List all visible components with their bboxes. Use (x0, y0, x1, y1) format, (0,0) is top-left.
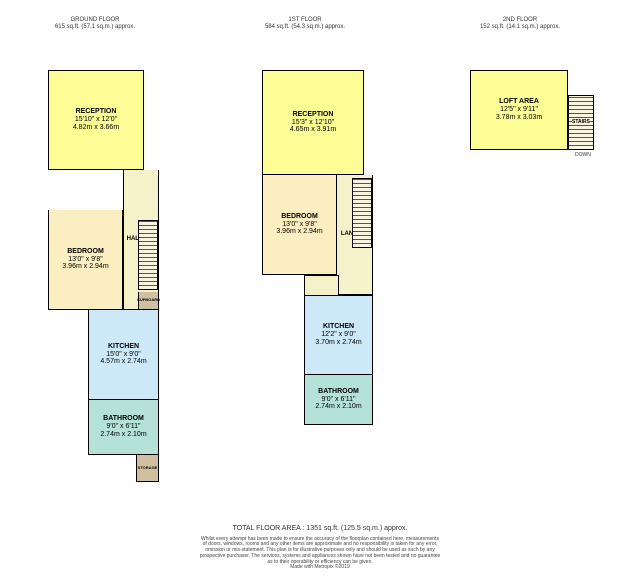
ground-bathroom-imp: 9'0" x 6'11" (107, 423, 141, 431)
ground-bedroom: BEDROOM 13'0" x 9'8" 3.96m x 2.94m (48, 210, 123, 310)
ground-bedroom-imp: 13'0" x 9'8" (68, 256, 103, 264)
first-bedroom: BEDROOM 13'0" x 9'8" 3.96m x 2.94m (262, 175, 337, 275)
first-reception-name: RECEPTION (293, 111, 334, 119)
ground-kitchen: KITCHEN 15'0" x 9'0" 4.57m x 2.74m (88, 310, 159, 400)
header-second: 2ND FLOOR 152 sq.ft. (14.1 sq.m.) approx… (465, 17, 575, 31)
ground-reception-met: 4.82m x 3.66m (73, 124, 119, 132)
ground-kitchen-name: KITCHEN (108, 343, 139, 351)
second-loft-met: 3.78m x 3.03m (496, 114, 542, 122)
ground-bathroom-met: 2.74m x 2.10m (100, 431, 146, 439)
second-down-label: DOWN (575, 152, 591, 158)
first-kitchen-met: 3.70m x 2.74m (315, 339, 361, 347)
header-first: 1ST FLOOR 584 sq.ft. (54.3 sq.m.) approx… (250, 17, 360, 31)
header-first-area: 584 sq.ft. (54.3 sq.m.) approx. (250, 24, 360, 31)
header-second-title: 2ND FLOOR (465, 17, 575, 24)
ground-kitchen-met: 4.57m x 2.74m (100, 358, 146, 366)
second-stairs-name: STAIRS (572, 120, 590, 126)
first-stairs (352, 178, 372, 248)
ground-stairs (138, 220, 158, 290)
first-corridor (304, 275, 339, 295)
ground-reception: RECEPTION 15'10" x 12'0" 4.82m x 3.66m (48, 70, 144, 170)
first-kitchen-name: KITCHEN (323, 323, 354, 331)
ground-cupboard: CUPBOARD (138, 292, 159, 310)
ground-cupboard-name: CUPBOARD (137, 298, 160, 302)
header-ground-area: 615 sq.ft. (57.1 sq.m.) approx. (40, 24, 150, 31)
ground-bathroom-name: BATHROOM (103, 415, 144, 423)
header-ground-title: GROUND FLOOR (40, 17, 150, 24)
first-bathroom-met: 2.74m x 2.10m (315, 403, 361, 411)
first-reception-imp: 15'3" x 12'10" (292, 119, 334, 127)
second-loft-imp: 12'5" x 9'11" (500, 106, 538, 114)
ground-kitchen-imp: 15'0" x 9'0" (106, 351, 141, 359)
ground-bathroom: BATHROOM 9'0" x 6'11" 2.74m x 2.10m (88, 400, 159, 455)
first-bedroom-name: BEDROOM (281, 213, 318, 221)
first-bathroom-imp: 9'0" x 6'11" (322, 396, 356, 404)
second-stairs: STAIRS (568, 95, 594, 150)
ground-bedroom-met: 3.96m x 2.94m (62, 263, 108, 271)
ground-storage-name: STORAGE (138, 466, 158, 470)
second-loft-name: LOFT AREA (499, 98, 539, 106)
first-reception: RECEPTION 15'3" x 12'10" 4.65m x 3.91m (262, 70, 364, 175)
ground-reception-imp: 15'10" x 12'0" (75, 116, 117, 124)
first-kitchen: KITCHEN 12'2" x 9'0" 3.70m x 2.74m (304, 295, 373, 375)
header-second-area: 152 sq.ft. (14.1 sq.m.) approx. (465, 24, 575, 31)
first-bedroom-met: 3.96m x 2.94m (276, 228, 322, 236)
ground-bedroom-name: BEDROOM (67, 248, 104, 256)
first-bedroom-imp: 13'0" x 9'8" (282, 221, 317, 229)
header-first-title: 1ST FLOOR (250, 17, 360, 24)
footer-block: TOTAL FLOOR AREA : 1351 sq.ft. (125.5 sq… (0, 525, 640, 571)
footer-total: TOTAL FLOOR AREA : 1351 sq.ft. (125.5 sq… (0, 525, 640, 533)
ground-reception-name: RECEPTION (76, 108, 117, 116)
first-bathroom: BATHROOM 9'0" x 6'11" 2.74m x 2.10m (304, 375, 373, 425)
footer-madewith: Made with Metropix ©2019 (0, 565, 640, 571)
first-kitchen-imp: 12'2" x 9'0" (321, 331, 356, 339)
ground-storage: STORAGE (136, 455, 159, 482)
first-bathroom-name: BATHROOM (318, 388, 359, 396)
first-reception-met: 4.65m x 3.91m (290, 126, 336, 134)
second-loft: LOFT AREA 12'5" x 9'11" 3.78m x 3.03m (470, 70, 568, 150)
header-ground: GROUND FLOOR 615 sq.ft. (57.1 sq.m.) app… (40, 17, 150, 31)
